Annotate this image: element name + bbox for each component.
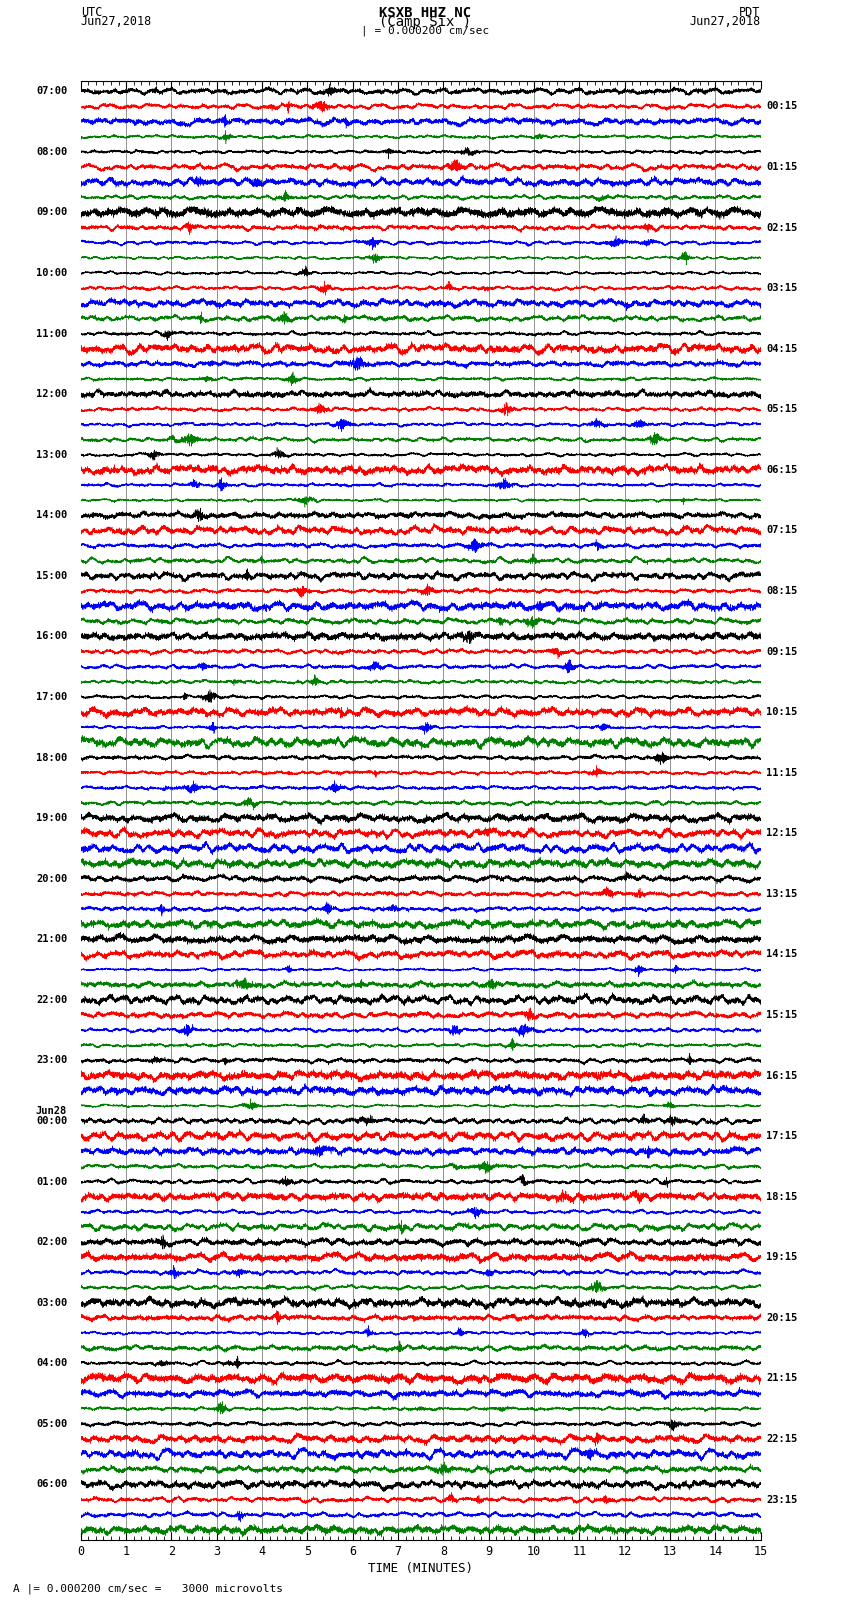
Text: 09:00: 09:00 — [36, 208, 67, 218]
Text: | = 0.000200 cm/sec: | = 0.000200 cm/sec — [361, 24, 489, 35]
Text: Jun28: Jun28 — [36, 1107, 67, 1116]
Text: A |= 0.000200 cm/sec =   3000 microvolts: A |= 0.000200 cm/sec = 3000 microvolts — [13, 1582, 283, 1594]
Text: 10:00: 10:00 — [36, 268, 67, 277]
Text: 01:00: 01:00 — [36, 1176, 67, 1187]
Text: KSXB HHZ NC: KSXB HHZ NC — [379, 5, 471, 19]
Text: 12:00: 12:00 — [36, 389, 67, 398]
Text: 07:00: 07:00 — [36, 85, 67, 97]
Text: 22:15: 22:15 — [766, 1434, 797, 1444]
Text: 08:00: 08:00 — [36, 147, 67, 156]
Text: 17:00: 17:00 — [36, 692, 67, 702]
Text: 02:00: 02:00 — [36, 1237, 67, 1247]
Text: 21:15: 21:15 — [766, 1373, 797, 1384]
Text: 13:00: 13:00 — [36, 450, 67, 460]
Text: Jun27,2018: Jun27,2018 — [81, 16, 152, 29]
Text: 19:00: 19:00 — [36, 813, 67, 823]
Text: Jun27,2018: Jun27,2018 — [689, 16, 761, 29]
Text: 17:15: 17:15 — [766, 1131, 797, 1140]
Text: 02:15: 02:15 — [766, 223, 797, 232]
Text: 03:00: 03:00 — [36, 1298, 67, 1308]
Text: 00:00: 00:00 — [36, 1116, 67, 1126]
Text: 03:15: 03:15 — [766, 284, 797, 294]
Text: 13:15: 13:15 — [766, 889, 797, 898]
Text: 04:00: 04:00 — [36, 1358, 67, 1368]
Text: 20:15: 20:15 — [766, 1313, 797, 1323]
Text: 23:00: 23:00 — [36, 1055, 67, 1066]
Text: 07:15: 07:15 — [766, 526, 797, 536]
Text: 05:00: 05:00 — [36, 1419, 67, 1429]
Text: 04:15: 04:15 — [766, 344, 797, 353]
Text: UTC: UTC — [81, 5, 102, 19]
Text: 22:00: 22:00 — [36, 995, 67, 1005]
Text: 08:15: 08:15 — [766, 586, 797, 595]
Text: 16:15: 16:15 — [766, 1071, 797, 1081]
Text: 18:15: 18:15 — [766, 1192, 797, 1202]
Text: 10:15: 10:15 — [766, 706, 797, 718]
Text: 18:00: 18:00 — [36, 753, 67, 763]
Text: 11:15: 11:15 — [766, 768, 797, 777]
Text: 00:15: 00:15 — [766, 102, 797, 111]
Text: 06:15: 06:15 — [766, 465, 797, 474]
Text: 01:15: 01:15 — [766, 161, 797, 173]
Text: PDT: PDT — [740, 5, 761, 19]
Text: 09:15: 09:15 — [766, 647, 797, 656]
Text: (Camp Six ): (Camp Six ) — [379, 16, 471, 29]
X-axis label: TIME (MINUTES): TIME (MINUTES) — [368, 1563, 473, 1576]
Text: 19:15: 19:15 — [766, 1252, 797, 1263]
Text: 12:15: 12:15 — [766, 827, 797, 839]
Text: 14:00: 14:00 — [36, 510, 67, 521]
Text: 14:15: 14:15 — [766, 950, 797, 960]
Text: 05:15: 05:15 — [766, 405, 797, 415]
Text: 16:00: 16:00 — [36, 631, 67, 642]
Text: 20:00: 20:00 — [36, 874, 67, 884]
Text: 11:00: 11:00 — [36, 329, 67, 339]
Text: 06:00: 06:00 — [36, 1479, 67, 1489]
Text: 23:15: 23:15 — [766, 1495, 797, 1505]
Text: 15:00: 15:00 — [36, 571, 67, 581]
Text: 21:00: 21:00 — [36, 934, 67, 944]
Text: 15:15: 15:15 — [766, 1010, 797, 1019]
